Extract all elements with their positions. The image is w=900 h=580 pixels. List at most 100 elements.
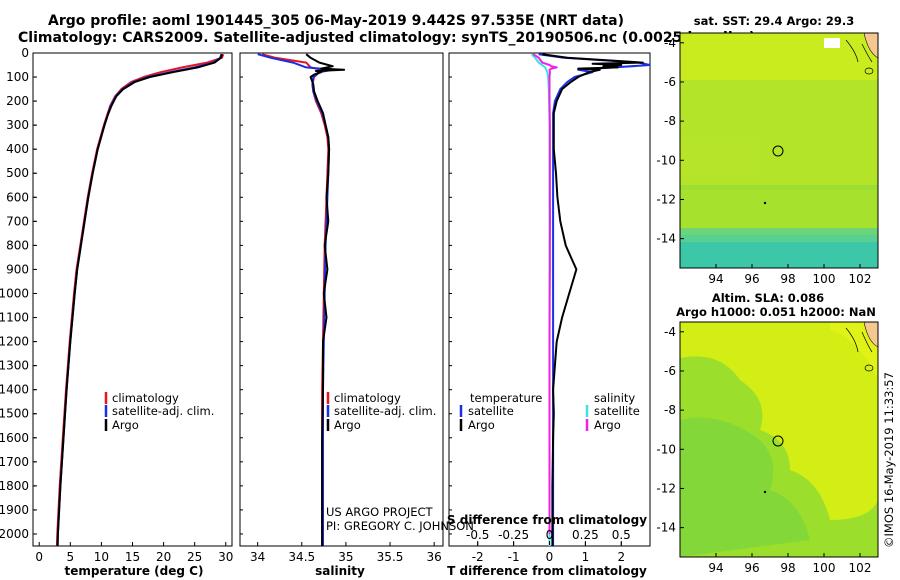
x-tick-label: 1 — [582, 550, 590, 564]
sla-map-high — [830, 322, 878, 380]
s-diff-tick-label: -0.5 — [466, 528, 489, 542]
sla-argo-position — [772, 435, 784, 447]
map-x-tick-label: 98 — [780, 561, 795, 575]
x-tick-label: -2 — [472, 550, 484, 564]
map-x-tick-label: 102 — [849, 561, 872, 575]
sla-map-title: Altim. SLA: 0.086 — [712, 291, 824, 305]
title-line-1: Argo profile: aoml 1901445_305 06-May-20… — [48, 13, 624, 29]
temperature-panel: 0 5 10 15 20 25 30 — [33, 52, 233, 564]
sla-map-axes: 94 96 98 100 102 -4 -6 -8 -10 -12 -14 — [656, 325, 871, 575]
salinity-panel-frame — [239, 52, 444, 547]
depth-tick-label: 1200 — [0, 335, 29, 349]
sst-coastline — [845, 39, 873, 63]
depth-tick-label: 100 — [6, 70, 29, 84]
depth-tick-label: 700 — [6, 214, 29, 228]
x-tick-label: 0 — [35, 550, 43, 564]
depth-tick-label: 800 — [6, 238, 29, 252]
t-difference-axis-label: T difference from climatology — [447, 564, 647, 578]
s-diff-tick-label: 0.5 — [612, 528, 631, 542]
depth-tick-label: 2000 — [0, 527, 29, 541]
x-tick-label: -1 — [508, 550, 520, 564]
sla-map — [679, 321, 879, 558]
depth-tick-label: 400 — [6, 142, 29, 156]
difference-legend: temperature satellite Argo salinity sate… — [459, 391, 640, 432]
map-x-tick-label: 94 — [708, 561, 723, 575]
sst-map — [679, 32, 879, 269]
depth-tick-label: 1000 — [0, 286, 29, 300]
legend-argo-label: Argo — [334, 418, 361, 432]
s-diff-tick-label: -0.25 — [498, 528, 529, 542]
legend-sal-satellite-label: satellite — [594, 404, 640, 418]
sst-map-axes: 94 96 98 100 102 -4 -6 -8 -10 -12 -14 — [656, 36, 871, 286]
map-x-tick-label: 94 — [708, 272, 723, 286]
legend-temperature-title: temperature — [470, 391, 542, 405]
temperature-axis-label: temperature (deg C) — [65, 564, 204, 578]
depth-tick-label: 300 — [6, 118, 29, 132]
series-line-argo — [56, 53, 223, 546]
map-y-tick-label: -4 — [664, 325, 676, 339]
map-x-tick-label: 96 — [744, 561, 759, 575]
series-line-salinity-satellite — [530, 53, 551, 546]
sst-map-south-edge — [680, 228, 878, 242]
depth-tick-label: 200 — [6, 94, 29, 108]
series-line-satellite-adj-clim- — [56, 53, 223, 546]
x-tick-label: 36 — [427, 550, 442, 564]
series-line-climatology — [55, 53, 225, 546]
depth-tick-label: 1600 — [0, 431, 29, 445]
map-y-tick-label: -6 — [664, 364, 676, 378]
sst-map-title: sat. SST: 29.4 Argo: 29.3 — [694, 14, 854, 28]
legend-argo-label: Argo — [112, 418, 139, 432]
x-tick-label: 0 — [546, 550, 554, 564]
x-tick-label: 2 — [617, 550, 625, 564]
series-group — [530, 53, 650, 546]
legend-satellite-label: satellite-adj. clim. — [112, 404, 214, 418]
temperature-panel-frame — [32, 52, 233, 547]
x-tick-label: 25 — [187, 550, 202, 564]
sst-island — [864, 67, 874, 75]
map-x-tick-label: 96 — [744, 272, 759, 286]
x-tick-label: 15 — [125, 550, 140, 564]
sla-marker — [763, 490, 767, 494]
sst-argo-position — [772, 145, 784, 157]
series-group — [55, 53, 225, 546]
depth-tick-label: 500 — [6, 166, 29, 180]
map-y-tick-label: -14 — [656, 232, 676, 246]
legend-temp-argo-label: Argo — [468, 418, 495, 432]
credit-project: US ARGO PROJECT — [326, 505, 434, 519]
series-group — [257, 53, 346, 546]
depth-tick-label: 1400 — [0, 383, 29, 397]
s-diff-tick-label: 0.25 — [572, 528, 599, 542]
depth-tick-label: 600 — [6, 190, 29, 204]
sla-map-frame — [679, 321, 879, 558]
x-tick-label: 35 — [338, 550, 353, 564]
difference-panel: -2 -1 0 1 2 -0.5 -0.25 0 0.25 0.5 — [449, 52, 650, 564]
depth-tick-label: 0 — [21, 46, 29, 60]
map-y-tick-label: -10 — [656, 442, 676, 456]
map-y-tick-label: -12 — [656, 192, 676, 206]
depth-tick-label: 1100 — [0, 311, 29, 325]
depth-tick-label: 1800 — [0, 479, 29, 493]
x-tick-label: 34.5 — [288, 550, 315, 564]
depth-tick-label: 1900 — [0, 503, 29, 517]
temperature-legend: climatology satellite-adj. clim. Argo — [104, 391, 214, 432]
map-y-tick-label: -12 — [656, 481, 676, 495]
x-tick-label: 34 — [250, 550, 265, 564]
x-tick-label: 20 — [156, 550, 171, 564]
map-y-tick-label: -10 — [656, 153, 676, 167]
sla-map-low-core — [680, 417, 810, 557]
depth-tick-label: 900 — [6, 262, 29, 276]
sst-marker — [763, 201, 767, 205]
map-x-tick-label: 102 — [849, 272, 872, 286]
s-diff-tick-label: 0 — [546, 528, 554, 542]
x-tick-label: 35.5 — [377, 550, 404, 564]
series-line-climatology — [261, 53, 330, 546]
series-line-salinity-argo — [532, 53, 558, 534]
sla-island — [864, 364, 874, 372]
title-line-2: Climatology: CARS2009. Satellite-adjuste… — [18, 30, 755, 46]
depth-tick-label: 1500 — [0, 407, 29, 421]
legend-salinity-title: salinity — [594, 391, 635, 405]
x-tick-label: 30 — [218, 550, 233, 564]
map-x-tick-label: 100 — [813, 272, 836, 286]
sla-coastline — [845, 327, 873, 353]
